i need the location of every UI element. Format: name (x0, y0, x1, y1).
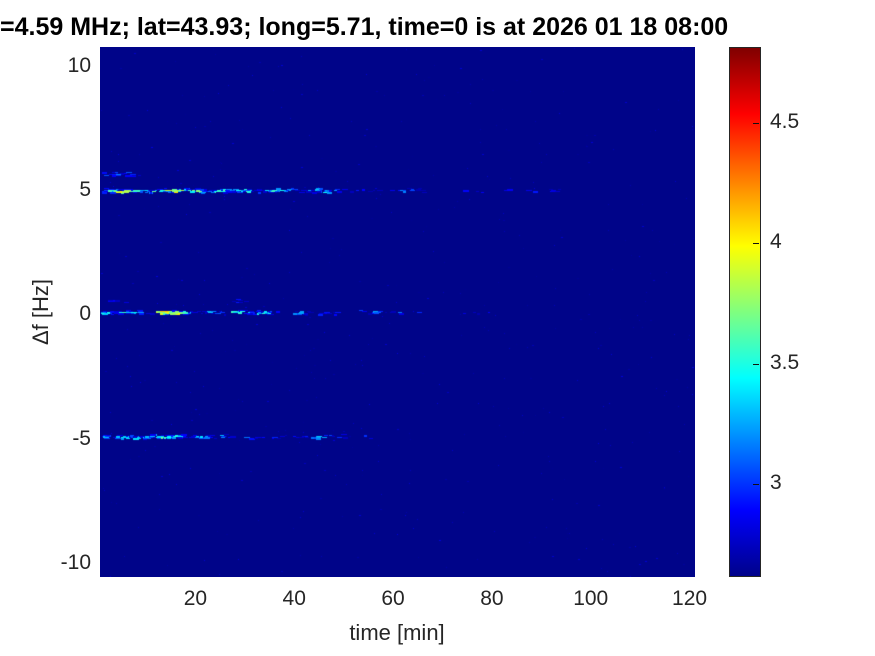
y-axis-label: Δf [Hz] (28, 278, 53, 346)
colorbar-tick (753, 363, 759, 365)
colorbar-tick-label: 4 (770, 230, 782, 254)
y-tick-label: 5 (79, 178, 91, 202)
y-tick-label: 10 (67, 53, 91, 77)
colorbar-tick (753, 243, 759, 245)
x-tick-label: 100 (573, 587, 609, 610)
plot-area (100, 47, 695, 577)
x-tick-label: 60 (381, 587, 405, 610)
y-tick-label: -5 (72, 426, 91, 450)
x-tick-label: 20 (183, 587, 208, 610)
x-tick-label: 40 (282, 587, 306, 610)
colorbar-tick (753, 484, 759, 486)
x-tick-label: 120 (672, 587, 708, 610)
x-axis-label: time [min] (349, 620, 445, 645)
colorbar (729, 47, 761, 577)
colorbar-tick-label: 4.5 (770, 109, 800, 133)
colorbar-gradient (730, 48, 760, 576)
y-tick-label: -10 (60, 551, 91, 575)
heatmap-canvas (100, 47, 695, 577)
colorbar-tick (753, 122, 759, 124)
colorbar-tick-label: 3 (770, 471, 782, 495)
figure-title: =4.59 MHz; lat=43.93; long=5.71, time=0 … (0, 13, 729, 41)
colorbar-tick-label: 3.5 (770, 350, 800, 374)
x-tick-label: 80 (480, 587, 504, 610)
y-tick-label: 0 (79, 302, 91, 326)
